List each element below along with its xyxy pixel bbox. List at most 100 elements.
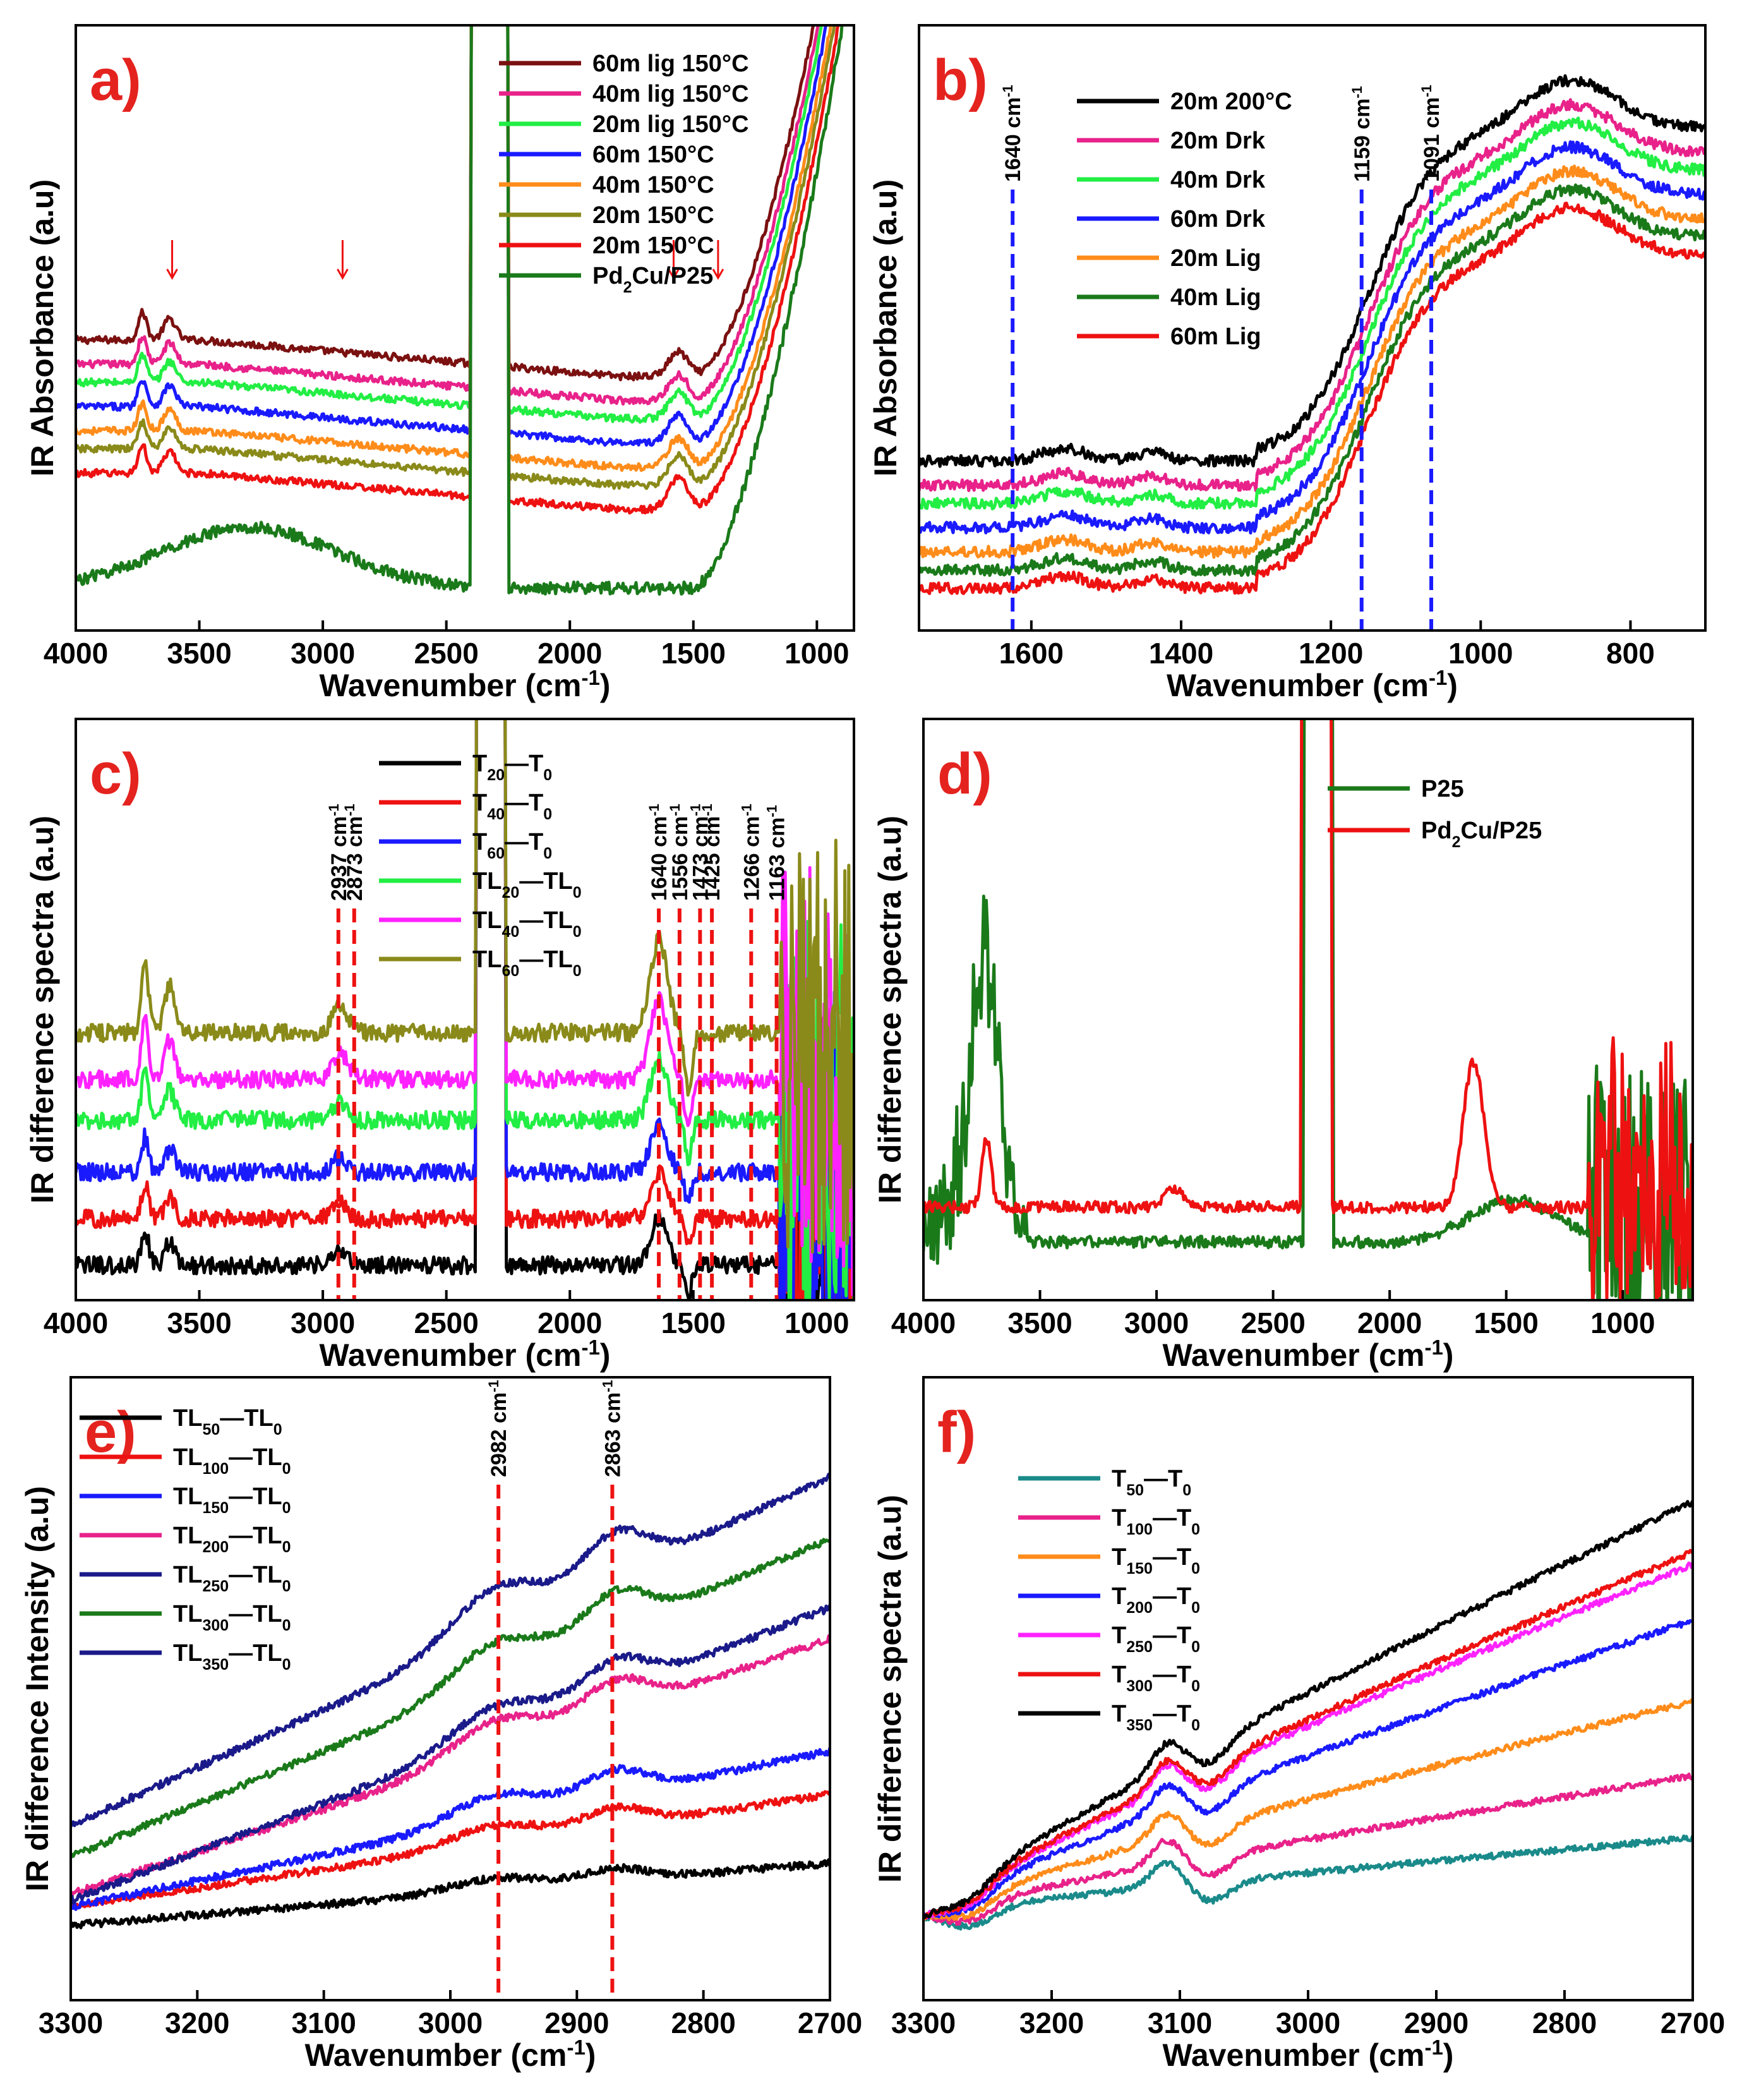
legend-entry-label: 60m 150°C [592, 142, 714, 168]
annotation-label: 1640 cm-1 [646, 804, 672, 901]
x-tick-label: 1500 [661, 1306, 726, 1339]
x-tick-label: 2700 [798, 2006, 862, 2039]
series-line [71, 1604, 830, 1905]
legend: 60m lig 150°C 40m lig 150°C 20m lig 150°C 6… [499, 51, 749, 296]
annotation-label: 1425 cm-1 [699, 804, 725, 901]
series-line [923, 1772, 1693, 1926]
x-tick-label: 3200 [1019, 2006, 1084, 2039]
legend: P25 Pd2Cu/P25 [1328, 776, 1542, 851]
x-tick-label: 3500 [167, 637, 231, 670]
legend-entry-label: T150—T0 [1112, 1544, 1200, 1578]
x-axis-label: Wavenumber (cm-1) [1163, 2036, 1454, 2073]
series-line [76, 719, 854, 1300]
series-line [923, 1834, 1693, 1931]
x-tick-label: 3300 [39, 2006, 103, 2039]
legend-entry-label: 20m Lig [1170, 245, 1261, 272]
legend-entry-label: TL60—TL0 [472, 946, 582, 980]
y-axis-label: IR Absorbance (a.u) [25, 179, 60, 476]
x-tick-label: 2000 [1357, 1306, 1422, 1339]
legend-entry-label: T100—T0 [1112, 1505, 1200, 1538]
series-line [923, 1698, 1693, 1921]
plot-frame [75, 24, 855, 632]
series-line [76, 719, 854, 1300]
legend-entry-label: TL50—TL0 [173, 1405, 282, 1439]
series-line [71, 1538, 830, 1859]
x-tick-label: 1000 [784, 1306, 849, 1339]
panel-b: 1640 cm-1 1159 cm-1 1091 cm-1 1600 1400 1200 1… [868, 24, 1707, 703]
x-tick-label: 1500 [1474, 1306, 1539, 1339]
series-line [76, 719, 854, 1296]
y-axis-label: IR difference spectra (a.u) [25, 816, 60, 1204]
legend-entry-label: TL150—TL0 [173, 1483, 291, 1517]
legend-entry-label: 40m Lig [1170, 284, 1261, 311]
annotation-label: 2863 cm-1 [599, 1380, 625, 1477]
annotation-label: 2873 cm-1 [341, 804, 367, 901]
x-tick-label: 1000 [784, 637, 849, 670]
x-tick-label: 2700 [1661, 2006, 1725, 2039]
legend-entry-label: T300—T0 [1112, 1662, 1200, 1695]
series-line [76, 25, 840, 515]
legend-entry-label: T40—T0 [472, 790, 552, 823]
y-axis-label: IR difference spectra (a.u) [872, 1495, 908, 1883]
annotation-label: 1640 cm-1 [1000, 85, 1026, 182]
legend: T50—T0 T100—T0 T150—T0 T200—T0 T250—T0 T300—T… [1018, 1466, 1200, 1734]
legend-entry-label: T200—T0 [1112, 1583, 1200, 1617]
series-line [76, 719, 854, 1254]
x-tick-label: 2500 [414, 637, 478, 670]
series-line [923, 719, 1693, 1300]
legend-entry-label: T60—T0 [472, 829, 552, 862]
x-tick-label: 1000 [1448, 637, 1513, 670]
x-tick-label: 2800 [1532, 2006, 1597, 2039]
legend-entry-label: TL100—TL0 [173, 1444, 291, 1478]
x-tick-label: 3000 [291, 637, 355, 670]
series-line [923, 1500, 1693, 1919]
legend: 20m 200°C 20m Drk 40m Drk 60m Drk 20m Lig 40m… [1077, 88, 1292, 350]
x-axis-label: Wavenumber (cm-1) [1163, 1336, 1454, 1373]
x-axis-label: Wavenumber (cm-1) [320, 666, 611, 704]
panel-letter: e) [85, 1400, 136, 1464]
series-line [923, 1548, 1693, 1920]
series-line [919, 140, 1705, 534]
panel-d: 4000 3500 3000 2500 2000 1500 1000 Wavenumber (… [872, 718, 1694, 1373]
series-line [923, 719, 1693, 1300]
legend-entry-label: 40m Drk [1170, 167, 1266, 193]
legend-entry-label: 20m Drk [1170, 128, 1266, 154]
legend-entry-label: T20—T0 [472, 751, 552, 784]
x-tick-label: 3500 [167, 1306, 231, 1339]
arrow-head [712, 269, 724, 281]
x-tick-label: 3000 [291, 1306, 355, 1339]
series-group [919, 74, 1705, 595]
arrow-head [668, 269, 680, 281]
series-group [923, 719, 1693, 1300]
legend-entry-label: 60m lig 150°C [592, 51, 749, 77]
series-line [76, 719, 854, 1300]
annotation-label: 1473 cm-1 [687, 804, 713, 901]
legend-entry-label: T50—T0 [1112, 1466, 1191, 1499]
legend-entry-label: 60m Drk [1170, 206, 1266, 232]
series-line [919, 98, 1705, 493]
x-tick-label: 3100 [291, 2006, 356, 2039]
legend: TL50—TL0 TL100—TL0 TL150—TL0 TL200—TL0 TL250… [80, 1405, 291, 1674]
series-line [923, 1619, 1693, 1919]
x-tick-label: 3200 [165, 2006, 229, 2039]
series-line [71, 1858, 830, 1929]
series-line [71, 1790, 830, 1910]
x-tick-label: 1600 [999, 637, 1064, 670]
panel-letter: f) [937, 1400, 976, 1464]
x-tick-label: 4000 [44, 637, 108, 670]
series-line [919, 202, 1705, 595]
legend-entry-label: T250—T0 [1112, 1622, 1200, 1656]
arrow-head [337, 269, 349, 281]
series-line [76, 25, 828, 447]
series-line [76, 25, 832, 472]
panel-e: 2982 cm-1 2863 cm-1 3300 3200 3100 3000 2900 28… [20, 1376, 862, 2073]
legend-entry-label: TL20—TL0 [472, 868, 582, 902]
annotation-label: 1091 cm-1 [1419, 85, 1445, 182]
x-tick-label: 4000 [891, 1306, 956, 1339]
series-group [71, 1472, 830, 1929]
x-tick-label: 3000 [418, 2006, 483, 2039]
annotation-label: 1266 cm-1 [738, 804, 764, 901]
plot-frame [922, 1376, 1694, 2001]
plot-frame [922, 718, 1694, 1301]
plot-frame [918, 24, 1707, 632]
